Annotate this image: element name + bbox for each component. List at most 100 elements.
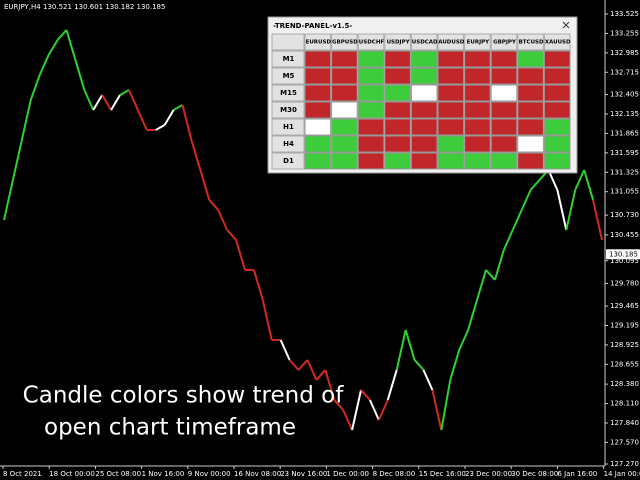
- row-label: D1: [283, 157, 294, 165]
- trend-cell: [410, 152, 438, 170]
- price-segment: [565, 189, 577, 231]
- trend-cell: [304, 101, 332, 119]
- price-segment: [440, 379, 452, 431]
- price-segment: [592, 199, 603, 241]
- price-segment: [369, 399, 380, 421]
- price-segment: [56, 29, 68, 41]
- trend-cell: [410, 84, 438, 102]
- panel-title: -TREND-PANEL-v1.5-: [273, 22, 352, 30]
- y-tick-label: 128.380: [610, 380, 639, 388]
- column-header: [437, 33, 465, 51]
- price-segment: [181, 104, 193, 141]
- close-button[interactable]: [562, 21, 570, 29]
- price-segment: [404, 329, 416, 361]
- trend-cell: [384, 101, 411, 119]
- trend-cell: [357, 152, 385, 170]
- trend-cell: [384, 135, 411, 153]
- price-segment: [261, 299, 273, 341]
- price-segment: [297, 359, 309, 371]
- row-label: M15: [280, 89, 297, 97]
- column-header: [331, 33, 358, 51]
- price-segment: [20, 99, 32, 141]
- column-header: [543, 33, 571, 51]
- price-segment: [101, 94, 112, 111]
- column-header: [490, 33, 518, 51]
- caption-line: open chart timeframe: [44, 415, 296, 441]
- price-segment: [279, 339, 291, 361]
- row-label: M1: [283, 55, 295, 63]
- price-segment: [556, 189, 568, 231]
- column-header: [410, 33, 438, 51]
- y-tick-label: 129.465: [610, 302, 639, 310]
- row-label: M30: [280, 106, 297, 114]
- x-tick-label: 16 Nov 08:00: [234, 470, 281, 478]
- x-tick-label: 25 Oct 08:00: [95, 470, 141, 478]
- price-segment: [217, 209, 229, 231]
- price-segment: [449, 349, 461, 381]
- trend-cell: [543, 152, 571, 170]
- trend-cell: [331, 135, 358, 153]
- trend-cell: [384, 84, 411, 102]
- current-price-box: [606, 249, 640, 260]
- trend-cell: [464, 118, 491, 136]
- trend-cell: [410, 135, 438, 153]
- y-tick-label: 129.195: [610, 322, 639, 330]
- trend-cell: [410, 50, 438, 68]
- y-tick-label: 132.135: [610, 110, 639, 118]
- y-tick-label: 131.595: [610, 149, 639, 157]
- price-segment: [360, 389, 371, 401]
- price-segment: [92, 94, 104, 111]
- trend-cell: [384, 67, 411, 85]
- price-segment: [163, 109, 175, 126]
- column-label: XAUUSD: [545, 40, 571, 46]
- trend-cell: [517, 50, 544, 68]
- price-segment: [467, 299, 479, 331]
- column-header: [357, 33, 385, 51]
- trend-cell: [464, 67, 491, 85]
- trend-cell: [490, 67, 518, 85]
- price-segment: [128, 89, 139, 111]
- trend-cell: [357, 67, 385, 85]
- y-tick-label: 128.110: [610, 400, 639, 408]
- column-label: GBPUSD: [332, 40, 358, 46]
- trend-cell: [304, 67, 332, 85]
- corner-cell: [271, 33, 305, 51]
- x-tick-label: 8 Dec 08:00: [373, 470, 416, 478]
- trend-cell: [517, 118, 544, 136]
- trend-cell: [490, 84, 518, 102]
- y-tick-label: 132.715: [610, 68, 639, 76]
- trend-cell: [490, 152, 518, 170]
- y-tick-label: 130.455: [610, 231, 639, 239]
- y-tick-label: 128.925: [610, 341, 639, 349]
- column-label: EURJPY: [467, 40, 491, 46]
- price-segment: [199, 169, 211, 201]
- x-tick-label: 18 Oct 00:00: [49, 470, 95, 478]
- trend-cell: [464, 152, 491, 170]
- trend-cell: [304, 152, 332, 170]
- price-segment: [83, 89, 95, 111]
- price-segment: [511, 209, 523, 231]
- x-tick-label: 30 Dec 08:00: [511, 470, 558, 478]
- price-segment: [11, 139, 23, 181]
- trend-cell: [357, 118, 385, 136]
- row-header: [271, 118, 305, 136]
- y-tick-label: 133.525: [610, 10, 639, 18]
- price-segment: [38, 54, 50, 76]
- x-tick-label: 1 Dec 00:00: [326, 470, 369, 478]
- trend-cell: [304, 118, 332, 136]
- trend-cell: [304, 84, 332, 102]
- column-header: [384, 33, 411, 51]
- trend-cell: [437, 67, 465, 85]
- trend-cell: [304, 135, 332, 153]
- trend-cell: [517, 67, 544, 85]
- column-label: USDJPY: [387, 40, 411, 46]
- y-tick-label: 132.405: [610, 91, 639, 99]
- x-tick-label: 9 Nov 00:00: [188, 470, 231, 478]
- y-tick-label: 127.270: [610, 460, 639, 468]
- price-segment: [29, 74, 41, 101]
- trend-cell: [331, 84, 358, 102]
- trend-cell: [517, 152, 544, 170]
- trend-cell: [410, 101, 438, 119]
- price-segment: [493, 249, 505, 281]
